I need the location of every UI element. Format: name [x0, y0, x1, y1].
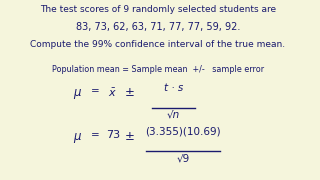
Text: √n: √n — [167, 110, 180, 120]
Text: $\bar{x}$: $\bar{x}$ — [108, 86, 117, 99]
Text: =: = — [92, 86, 100, 96]
Text: =: = — [92, 130, 100, 140]
Text: 83, 73, 62, 63, 71, 77, 77, 59, 92.: 83, 73, 62, 63, 71, 77, 77, 59, 92. — [76, 22, 240, 32]
Text: The test scores of 9 randomly selected students are: The test scores of 9 randomly selected s… — [40, 5, 276, 14]
Text: ±: ± — [125, 86, 135, 99]
Text: μ: μ — [73, 86, 81, 99]
Text: 73: 73 — [106, 130, 120, 140]
Text: ±: ± — [125, 130, 135, 143]
Text: √9: √9 — [176, 153, 189, 163]
Text: (3.355)(10.69): (3.355)(10.69) — [145, 126, 221, 136]
Text: Population mean = Sample mean  +/-   sample error: Population mean = Sample mean +/- sample… — [52, 65, 264, 74]
Text: μ: μ — [73, 130, 81, 143]
Text: t · s: t · s — [164, 83, 183, 93]
Text: Compute the 99% confidence interval of the true mean.: Compute the 99% confidence interval of t… — [30, 40, 285, 49]
